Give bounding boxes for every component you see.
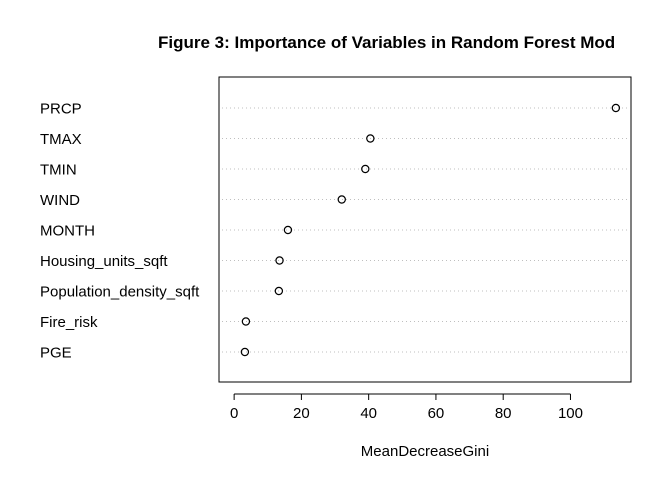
data-point	[240, 347, 250, 357]
data-point	[361, 164, 370, 174]
point-layer	[240, 103, 621, 357]
plot-frame	[218, 76, 632, 383]
x-axis-label: MeanDecreaseGini	[361, 443, 489, 460]
data-point	[275, 256, 284, 265]
grid-layer	[222, 107, 628, 353]
x-tick-label: 100	[558, 405, 583, 422]
category-label: Fire_risk	[40, 314, 98, 331]
category-label: WIND	[40, 192, 80, 209]
data-point	[611, 103, 621, 113]
x-tick-label: 40	[360, 405, 377, 422]
category-label: PRCP	[40, 101, 82, 118]
category-label: TMAX	[40, 131, 82, 148]
chart-title: Figure 3: Importance of Variables in Ran…	[158, 33, 615, 52]
x-tick-label: 60	[428, 405, 445, 422]
category-label: TMIN	[40, 162, 77, 179]
x-tick-label: 80	[495, 405, 512, 422]
data-point	[337, 195, 346, 204]
category-label: MONTH	[40, 223, 95, 240]
x-axis: 0 20 40 60 80 100	[230, 393, 583, 422]
data-point	[283, 225, 293, 235]
category-label: PGE	[40, 345, 72, 362]
category-label-layer: PRCP TMAX TMIN WIND MONTH Housing_units_sqft P…	[40, 101, 200, 362]
x-tick-label: 20	[293, 405, 310, 422]
data-point	[366, 134, 375, 143]
x-tick-label: 0	[230, 405, 238, 422]
data-point	[241, 317, 251, 326]
data-point	[274, 286, 284, 296]
category-label: Housing_units_sqft	[40, 253, 168, 270]
category-label: Population_density_sqft	[40, 284, 200, 301]
